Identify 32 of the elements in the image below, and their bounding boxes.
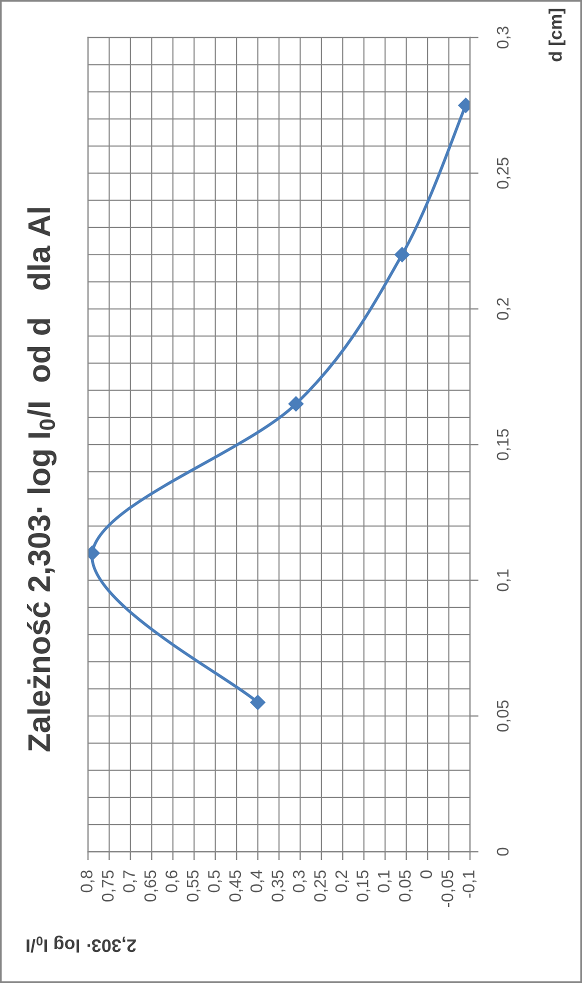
x-tick-label: 0,45 — [229, 870, 243, 902]
x-tick-label: -0,05 — [441, 870, 456, 907]
y-tick-label: 0,25 — [496, 158, 511, 189]
x-axis-title: 2,303· log I$_{0}$/I — [26, 936, 136, 953]
x-tick-label: 0,25 — [314, 870, 328, 902]
y-axis-title: d [cm] — [548, 8, 566, 62]
x-tick-label: 0,5 — [208, 870, 222, 892]
x-tick-label: 0,4 — [250, 870, 264, 892]
y-tick-label: 0,2 — [496, 298, 511, 320]
x-tick-label: 0,15 — [356, 870, 370, 902]
x-tick-label: 0,2 — [335, 870, 350, 892]
y-tick-label: 0,15 — [496, 429, 511, 460]
y-tick-label: 0,05 — [496, 700, 511, 732]
x-tick-label: -0,1 — [462, 870, 476, 898]
x-tick-label: 0,8 — [80, 870, 94, 892]
x-tick-label: 0,35 — [272, 870, 286, 902]
point — [394, 247, 410, 262]
x-tick-label: 0,7 — [123, 870, 137, 892]
x-tick-label: 0,05 — [399, 870, 413, 902]
x-tick-label: 0,65 — [144, 870, 158, 902]
x-tick-label: 0,75 — [102, 870, 116, 902]
x-tick-label: 0 — [420, 870, 432, 878]
x-tick-label: 0,6 — [166, 870, 180, 892]
y-tick-label: 0,1 — [496, 570, 511, 592]
x-tick-label: 0,55 — [186, 870, 201, 902]
y-tick-label: 0,3 — [496, 26, 511, 48]
point — [250, 694, 266, 710]
x-tick-label: 0,1 — [378, 870, 392, 892]
y-tick-label: 0 — [496, 848, 509, 856]
text: Zależność 2,303· log I$_{0}$/I od d dla Al — [27, 208, 57, 752]
x-tick-label: 0,3 — [292, 870, 307, 892]
point — [288, 396, 304, 412]
